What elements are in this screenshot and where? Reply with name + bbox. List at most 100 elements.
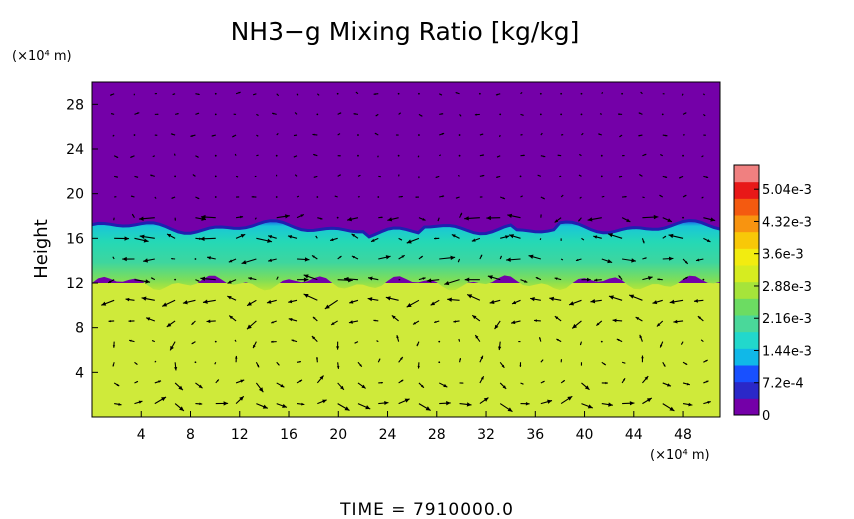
wind-vector: [520, 134, 523, 136]
wind-vector: [337, 133, 341, 136]
wind-vector: [315, 235, 318, 239]
wind-vector: [337, 382, 345, 391]
wind-vector: [579, 153, 582, 157]
wind-vector: [661, 113, 664, 116]
wind-vector: [313, 175, 318, 178]
wind-vector: [660, 154, 663, 157]
wind-vector: [377, 196, 380, 198]
wind-vector: [618, 275, 623, 281]
wind-vector: [349, 299, 359, 304]
wind-vector: [378, 175, 381, 178]
wind-vector: [455, 196, 460, 199]
wind-vector: [682, 134, 685, 136]
wind-vector: [199, 236, 216, 241]
wind-vector: [246, 320, 257, 330]
wind-vector: [459, 402, 472, 407]
wind-vector: [191, 320, 196, 326]
wind-vector: [642, 375, 649, 384]
wind-vector: [139, 234, 155, 239]
wind-vector: [539, 113, 542, 116]
wind-vector: [540, 359, 544, 363]
wind-vector: [693, 299, 704, 303]
wind-vector: [520, 154, 525, 157]
wind-vector: [150, 174, 155, 177]
wind-vector: [511, 299, 521, 305]
wind-vector: [560, 379, 566, 384]
wind-vector: [370, 237, 379, 243]
wind-vector: [214, 113, 217, 116]
wind-vector: [464, 216, 480, 221]
x-tick-label: 40: [576, 427, 594, 443]
wind-vector: [108, 279, 115, 284]
wind-vector: [288, 299, 298, 304]
wind-vector: [357, 134, 359, 136]
wind-vector: [556, 338, 562, 343]
wind-vector: [587, 217, 602, 222]
wind-vector: [416, 341, 420, 347]
wind-vector: [657, 278, 663, 281]
wind-vector: [418, 134, 420, 136]
wind-vector: [154, 360, 157, 363]
wind-vector: [357, 361, 363, 368]
colorbar-tick-label: 2.16e-3: [762, 312, 812, 327]
wind-vector: [457, 174, 460, 177]
y-axis: 4 8 12 16 20 24 28: [66, 97, 98, 381]
x-tick-label: 48: [674, 427, 692, 443]
wind-vector: [133, 134, 136, 136]
wind-vector: [270, 340, 277, 343]
wind-vector: [560, 113, 563, 116]
wind-vector: [272, 112, 277, 115]
wind-vector: [398, 254, 405, 260]
wind-vector: [316, 375, 324, 384]
wind-vector: [312, 316, 318, 322]
colorbar-segment: [734, 165, 759, 183]
wind-vector: [161, 299, 176, 307]
wind-vector: [378, 216, 383, 219]
wind-vector: [235, 175, 239, 178]
wind-vector: [134, 175, 139, 178]
plot-area: [91, 81, 721, 418]
wind-vector: [267, 235, 277, 239]
wind-vector: [622, 258, 637, 263]
wind-vector: [248, 277, 257, 281]
wind-vector: [254, 175, 257, 178]
wind-vector: [639, 334, 643, 342]
wind-vector: [228, 258, 237, 263]
wind-vector: [291, 339, 298, 343]
wind-vector: [129, 339, 135, 343]
wind-vector: [560, 92, 563, 95]
wind-vector: [143, 258, 155, 263]
wind-vector: [581, 382, 590, 391]
wind-vector: [398, 279, 401, 281]
wind-vector: [296, 195, 300, 198]
wind-vector: [703, 175, 709, 179]
wind-vector: [202, 299, 216, 304]
wind-vector: [128, 319, 135, 323]
wind-vector: [194, 361, 197, 364]
wind-vector: [575, 258, 582, 262]
wind-vector: [511, 320, 521, 325]
wind-vector: [640, 91, 643, 95]
wind-vector: [398, 195, 403, 198]
wind-vector: [439, 401, 451, 406]
colorbar-segment: [734, 265, 759, 283]
wind-vector: [494, 320, 501, 330]
wind-vector: [112, 362, 115, 367]
wind-vector: [451, 234, 460, 239]
wind-vector: [662, 403, 675, 412]
wind-vector: [540, 155, 546, 158]
wind-vector: [378, 381, 383, 384]
wind-vector: [487, 275, 501, 281]
wind-vector: [398, 237, 403, 241]
wind-vector: [568, 299, 582, 306]
wind-vector: [439, 195, 445, 198]
wind-vector: [479, 397, 489, 405]
wind-vector: [508, 234, 521, 239]
wind-vector: [659, 341, 664, 348]
wind-vector: [214, 154, 217, 157]
wind-vector: [682, 402, 693, 407]
wind-vector: [154, 380, 162, 384]
wind-vector: [317, 399, 327, 405]
colorbar-tick-label: 7.2e-4: [762, 377, 804, 392]
wind-vector: [554, 315, 562, 322]
